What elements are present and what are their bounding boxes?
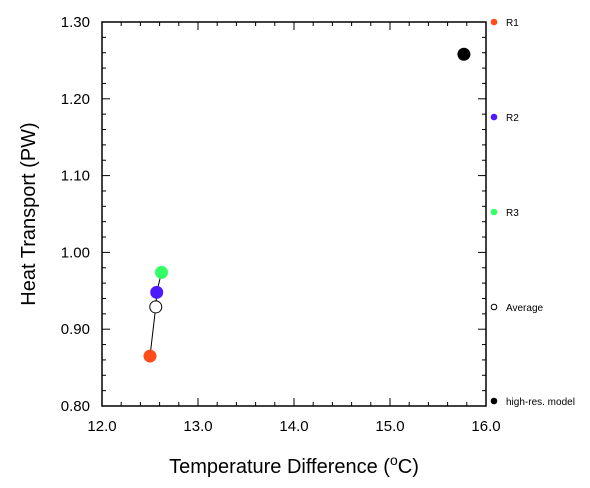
point-r2: [150, 285, 164, 299]
y-tick-label: 1.10: [61, 168, 90, 185]
legend: R1 R2 R3 Average high-res. model: [490, 18, 575, 408]
x-axis-degree-sign: o: [390, 452, 398, 468]
x-axis-unit: C): [398, 456, 419, 478]
ticklabels-layer: 12.0 13.0 14.0 15.0 16.0 0.80 0.90 1.00 1.10 1.20…: [61, 14, 501, 435]
x-tick-label: 15.0: [375, 418, 404, 435]
legend-label-r1: R1: [506, 18, 519, 29]
ticks-layer: [101, 21, 487, 407]
point-average: [149, 300, 163, 314]
legend-marker-r1: [490, 18, 498, 26]
x-tick-label: 12.0: [87, 418, 116, 435]
y-tick-label: 1.30: [61, 14, 90, 31]
x-tick-label: 13.0: [183, 418, 212, 435]
point-high-res-model: [457, 47, 471, 61]
points-layer: [143, 47, 471, 363]
legend-marker-average: [490, 303, 498, 311]
y-tick-label: 0.90: [61, 321, 90, 338]
x-tick-label: 14.0: [279, 418, 308, 435]
point-r1: [143, 349, 157, 363]
y-tick-label: 1.20: [61, 91, 90, 108]
point-r3: [155, 265, 169, 279]
legend-label-average: Average: [506, 303, 544, 314]
y-axis-title: Heat Transport (PW): [18, 122, 40, 305]
y-tick-label: 1.00: [61, 244, 90, 261]
series-connector-line: [149, 272, 163, 357]
x-axis-title-text: Temperature Difference (: [169, 456, 390, 478]
legend-marker-r3: [490, 208, 498, 216]
plot-frame: [101, 21, 487, 407]
y-tick-label: 0.80: [61, 398, 90, 415]
legend-label-r3: R3: [506, 208, 519, 219]
legend-label-r2: R2: [506, 113, 519, 124]
legend-marker-r2: [490, 113, 498, 121]
x-axis-title: Temperature Difference (oC): [169, 452, 419, 478]
legend-label-high-res-model: high-res. model: [506, 397, 575, 408]
x-tick-label: 16.0: [471, 418, 500, 435]
connector-layer: [149, 272, 163, 357]
legend-marker-high-res-model: [490, 397, 498, 405]
